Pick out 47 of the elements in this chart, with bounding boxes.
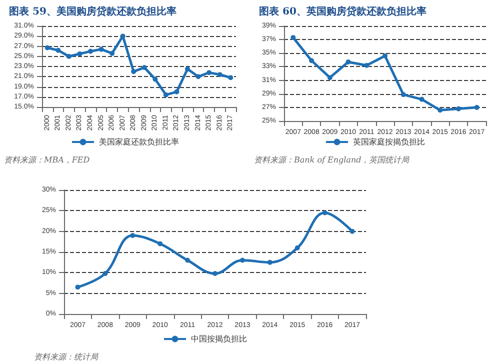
- point: [364, 62, 370, 68]
- point: [322, 210, 328, 216]
- point: [327, 75, 332, 80]
- point: [240, 258, 245, 263]
- point: [185, 258, 190, 263]
- point: [158, 241, 163, 246]
- text: 资料来源：MBA，FED: [4, 156, 90, 164]
- chart-title: 图表 60、英国购房贷款还款负担比率: [259, 6, 426, 18]
- point: [309, 58, 314, 64]
- point: [174, 89, 180, 94]
- text: 资料来源：统计局: [34, 352, 99, 362]
- point: [163, 92, 168, 98]
- point: [110, 50, 115, 56]
- legend-label: 中国按揭负担比: [191, 334, 247, 344]
- text: 资料来源：Bank of England，英国统计局: [254, 156, 410, 164]
- point: [131, 69, 136, 74]
- point: [382, 53, 388, 58]
- point: [350, 228, 355, 234]
- point: [130, 232, 136, 238]
- point: [185, 66, 190, 72]
- point: [290, 35, 296, 40]
- point: [75, 284, 80, 290]
- point: [102, 270, 108, 276]
- legend-label: 英国家庭按揭负担比: [353, 138, 425, 146]
- point: [212, 270, 218, 276]
- point: [294, 245, 300, 250]
- point: [142, 65, 147, 70]
- point: [44, 45, 50, 50]
- point: [196, 74, 201, 80]
- point: [267, 260, 272, 265]
- point: [77, 51, 82, 56]
- point: [56, 48, 61, 53]
- point: [474, 104, 480, 110]
- point: [217, 72, 222, 78]
- point: [206, 70, 212, 76]
- legend-label: 美国家庭还款负担比率: [99, 138, 179, 146]
- point: [228, 75, 234, 80]
- point: [419, 96, 424, 102]
- point: [456, 106, 461, 112]
- point: [400, 92, 406, 98]
- point: [66, 54, 72, 59]
- point: [152, 76, 158, 82]
- point: [346, 59, 351, 64]
- point: [88, 48, 93, 54]
- chart-title: 图表 59、美国购房贷款还款负担比率: [9, 6, 176, 18]
- point: [98, 46, 104, 52]
- point: [438, 108, 443, 113]
